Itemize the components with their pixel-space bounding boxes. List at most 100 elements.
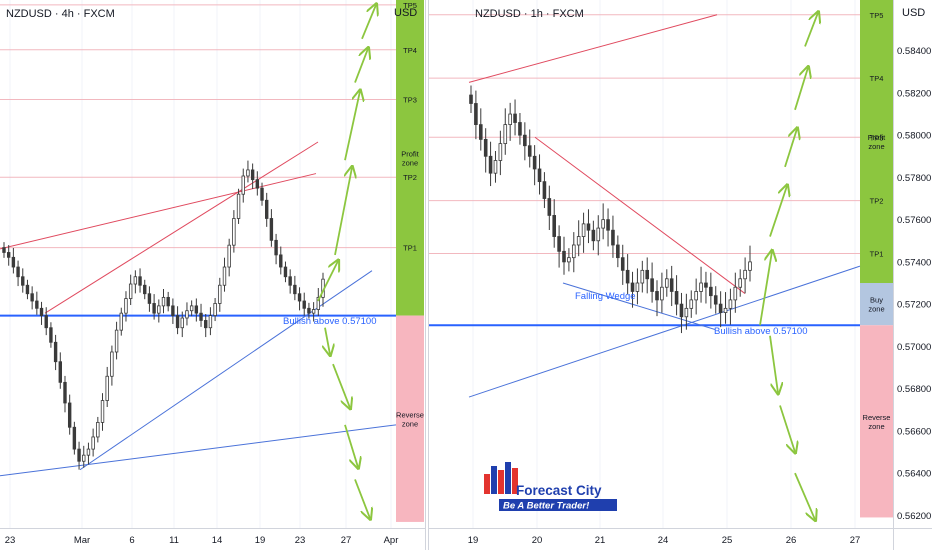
right-currency-label: USD — [902, 7, 925, 19]
price-tick-label: 0.57600 — [897, 215, 931, 226]
time-tick-label: 21 — [595, 535, 606, 546]
candle-body — [213, 303, 217, 316]
trend-line — [468, 265, 861, 398]
projection-arrow — [354, 479, 370, 518]
candle-body — [288, 276, 292, 286]
candle-body — [161, 296, 166, 307]
candle-body — [518, 122, 522, 136]
candle-body — [194, 305, 199, 314]
candle-body — [152, 303, 156, 314]
time-tick-label: 27 — [850, 535, 861, 546]
candle-body — [660, 286, 664, 301]
candle-body — [39, 307, 44, 316]
candle-body — [232, 218, 236, 246]
candle-body — [469, 94, 473, 104]
candle-body — [523, 134, 527, 147]
candle-body — [128, 283, 133, 299]
zone-label: Reverse — [396, 410, 424, 419]
candle-body — [279, 254, 283, 268]
candle-body — [620, 257, 625, 271]
price-tick-label: 0.56200 — [897, 511, 931, 522]
candle-body — [302, 300, 306, 309]
candle-body — [571, 244, 576, 259]
candle-body — [6, 252, 11, 258]
candle-body — [674, 291, 679, 305]
zone-label: zone — [868, 305, 884, 314]
candle-body — [557, 236, 561, 252]
price-tick-label: 0.56800 — [897, 384, 931, 395]
candle-body — [611, 229, 615, 246]
candle-body — [699, 282, 703, 292]
candle-body — [679, 303, 684, 318]
left-chart-title: NZDUSD · 4h · FXCM — [6, 8, 115, 20]
candle-body — [208, 315, 213, 329]
projection-arrow — [354, 49, 368, 83]
candle-body — [542, 181, 547, 199]
candle-body — [586, 223, 591, 231]
candle-body — [44, 315, 48, 329]
candle-body — [16, 266, 20, 278]
candle-body — [63, 381, 67, 404]
tp-label: TP1 — [870, 249, 884, 258]
candle-body — [733, 286, 738, 301]
candle-body — [2, 247, 6, 253]
candle-body — [650, 278, 654, 292]
candle-body — [601, 219, 605, 229]
time-tick-label: 20 — [532, 535, 543, 546]
brand-name: Forecast City — [516, 483, 602, 498]
tp-label: TP2 — [403, 173, 417, 182]
tp-label: TP5 — [403, 1, 417, 10]
time-tick-label: Mar — [74, 535, 90, 546]
trend-line — [562, 282, 716, 330]
candle-body — [49, 327, 53, 343]
candle-body — [86, 448, 91, 456]
candle-body — [537, 168, 542, 183]
time-tick-label: 25 — [722, 535, 733, 546]
time-tick-label: 19 — [255, 535, 266, 546]
candle-body — [474, 103, 478, 126]
trend-line — [0, 173, 317, 250]
candle-body — [143, 284, 147, 295]
zone-label: Profit — [868, 133, 886, 142]
candle-body — [748, 261, 752, 271]
candle-body — [483, 138, 488, 157]
candle-body — [133, 276, 138, 285]
candle-body — [532, 155, 537, 170]
price-tick-label: 0.56400 — [897, 469, 931, 480]
right-chart-title: NZDUSD · 1h · FXCM — [475, 8, 584, 20]
projection-arrow — [784, 129, 797, 168]
candle-body — [527, 145, 532, 157]
zone-label: zone — [868, 422, 884, 431]
trend-line — [0, 424, 397, 477]
candle-body — [713, 295, 718, 305]
projection-arrow — [317, 261, 338, 302]
right-support-label: Bullish above 0.57100 — [714, 326, 808, 337]
left-support-label: Bullish above 0.57100 — [283, 316, 377, 327]
projection-arrow — [804, 13, 818, 47]
zone-band — [860, 283, 893, 326]
candle-body — [669, 278, 674, 292]
zone-band — [396, 0, 424, 316]
candle-body — [11, 256, 16, 268]
zone-band — [396, 315, 424, 522]
tp-label: TP3 — [403, 96, 417, 105]
candle-body — [269, 218, 274, 241]
candle-body — [157, 305, 161, 314]
time-tick-label: 23 — [295, 535, 306, 546]
candle-body — [255, 179, 260, 189]
candle-body — [283, 266, 288, 278]
candle-body — [488, 155, 493, 174]
candle-body — [124, 298, 128, 314]
candle-body — [576, 236, 581, 246]
candle-body — [114, 329, 119, 353]
candle-body — [189, 305, 194, 312]
price-tick-label: 0.58400 — [897, 46, 931, 57]
trend-line — [44, 141, 319, 314]
candle-body — [222, 266, 227, 286]
price-tick-label: 0.58000 — [897, 131, 931, 142]
zone-band — [860, 325, 893, 518]
candle-body — [493, 160, 498, 174]
zone-label: Reverse — [863, 413, 891, 422]
tp-label: TP4 — [870, 74, 884, 83]
